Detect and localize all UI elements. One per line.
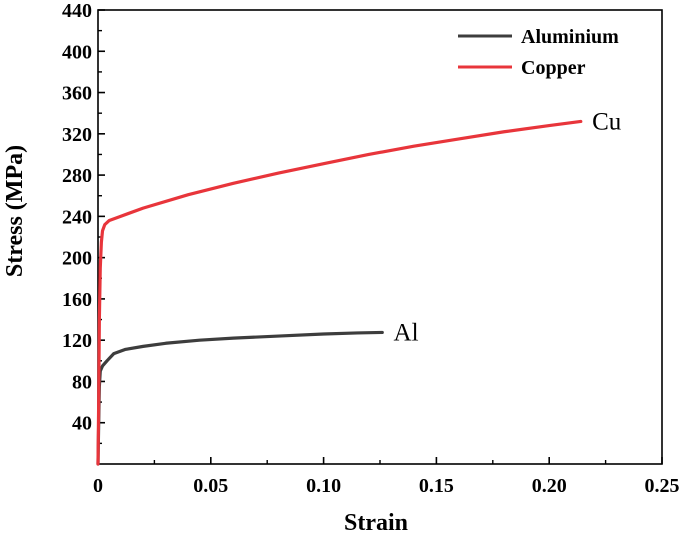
axes-layer: 0 0.05 0.10 0.15 0.20 0.25 40 80 120 160 200 240 280…	[62, 0, 680, 497]
x-axis-title: Strain	[344, 510, 408, 534]
x-tick-label: 0.05	[193, 475, 228, 497]
y-tick-label: 200	[62, 248, 92, 270]
legend-label-aluminium: Aluminium	[521, 26, 619, 48]
y-tick-label: 240	[62, 206, 92, 228]
legend-label-copper: Copper	[521, 57, 586, 79]
series-line-copper	[96, 119, 583, 466]
y-tick-label: 320	[62, 124, 92, 146]
legend: Aluminium Copper	[458, 26, 619, 79]
y-tick-label: 80	[72, 371, 92, 393]
y-tick-label: 120	[62, 330, 92, 352]
y-axis-title: Stress (MPa)	[2, 145, 28, 277]
x-tick-label: 0	[93, 475, 103, 497]
series-line-aluminium	[96, 330, 384, 466]
y-tick-label: 440	[62, 0, 92, 22]
x-tick-label: 0.10	[306, 475, 341, 497]
annotation-al: Al	[394, 319, 419, 346]
y-tick-label: 360	[62, 83, 92, 105]
x-tick-label: 0.15	[419, 475, 454, 497]
series-layer	[96, 119, 583, 466]
x-tick-label: 0.25	[645, 475, 680, 497]
y-tick-label: 400	[62, 41, 92, 63]
annotation-layer: Cu Al	[394, 108, 622, 346]
y-tick-label: 160	[62, 289, 92, 311]
annotation-cu: Cu	[592, 108, 622, 135]
y-tick-label: 40	[72, 413, 92, 435]
y-tick-label: 280	[62, 165, 92, 187]
x-tick-label: 0.20	[532, 475, 567, 497]
